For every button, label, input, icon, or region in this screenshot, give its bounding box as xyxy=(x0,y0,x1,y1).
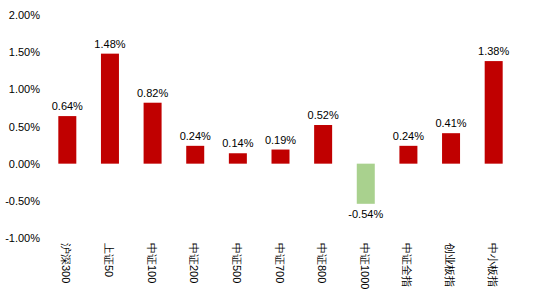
y-tick-label: 2.00% xyxy=(9,9,40,21)
bar xyxy=(144,103,162,164)
data-label: 0.64% xyxy=(52,100,83,112)
y-tick-label: 0.50% xyxy=(9,121,40,133)
y-tick-label: 1.50% xyxy=(9,46,40,58)
bar xyxy=(314,125,332,164)
bar xyxy=(101,54,119,164)
bar xyxy=(58,116,76,164)
bar xyxy=(272,150,290,164)
x-tick-label: 中证1000 xyxy=(359,243,371,289)
x-tick-label: 上证50 xyxy=(103,243,115,277)
y-tick-label: -0.50% xyxy=(5,195,40,207)
data-label: 0.14% xyxy=(222,137,253,149)
x-tick-label: 中小板指 xyxy=(487,243,499,287)
x-tick-label: 中证100 xyxy=(146,243,158,283)
x-tick-label: 中证700 xyxy=(274,243,286,283)
x-tick-label: 中证800 xyxy=(316,243,328,283)
bar xyxy=(229,153,247,163)
bars xyxy=(58,54,502,204)
data-label: 1.38% xyxy=(478,45,509,57)
data-label: 0.41% xyxy=(435,117,466,129)
y-tick-label: 0.00% xyxy=(9,158,40,170)
y-tick-label: 1.00% xyxy=(9,83,40,95)
data-label: 0.24% xyxy=(393,130,424,142)
x-tick-label: 中证500 xyxy=(231,243,243,283)
y-tick-label: -1.00% xyxy=(5,232,40,244)
data-label: 1.48% xyxy=(94,38,125,50)
data-label: -0.54% xyxy=(348,208,383,220)
bar xyxy=(442,133,460,163)
x-tick-label: 中证200 xyxy=(188,243,200,283)
data-label: 0.24% xyxy=(180,130,211,142)
bar xyxy=(186,146,204,164)
bar xyxy=(357,164,375,204)
bar xyxy=(399,146,417,164)
data-label: 0.82% xyxy=(137,87,168,99)
data-label: 0.52% xyxy=(308,109,339,121)
x-tick-label: 创业板指 xyxy=(444,243,456,287)
x-tick-label: 中证全指 xyxy=(401,243,413,287)
chart: -1.00% -0.50% 0.00% 0.50% 1.00% 1.50% 2.00% 0.6… xyxy=(0,0,550,304)
bar xyxy=(485,61,503,164)
x-tick-label: 沪深300 xyxy=(60,243,72,283)
data-label: 0.19% xyxy=(265,134,296,146)
